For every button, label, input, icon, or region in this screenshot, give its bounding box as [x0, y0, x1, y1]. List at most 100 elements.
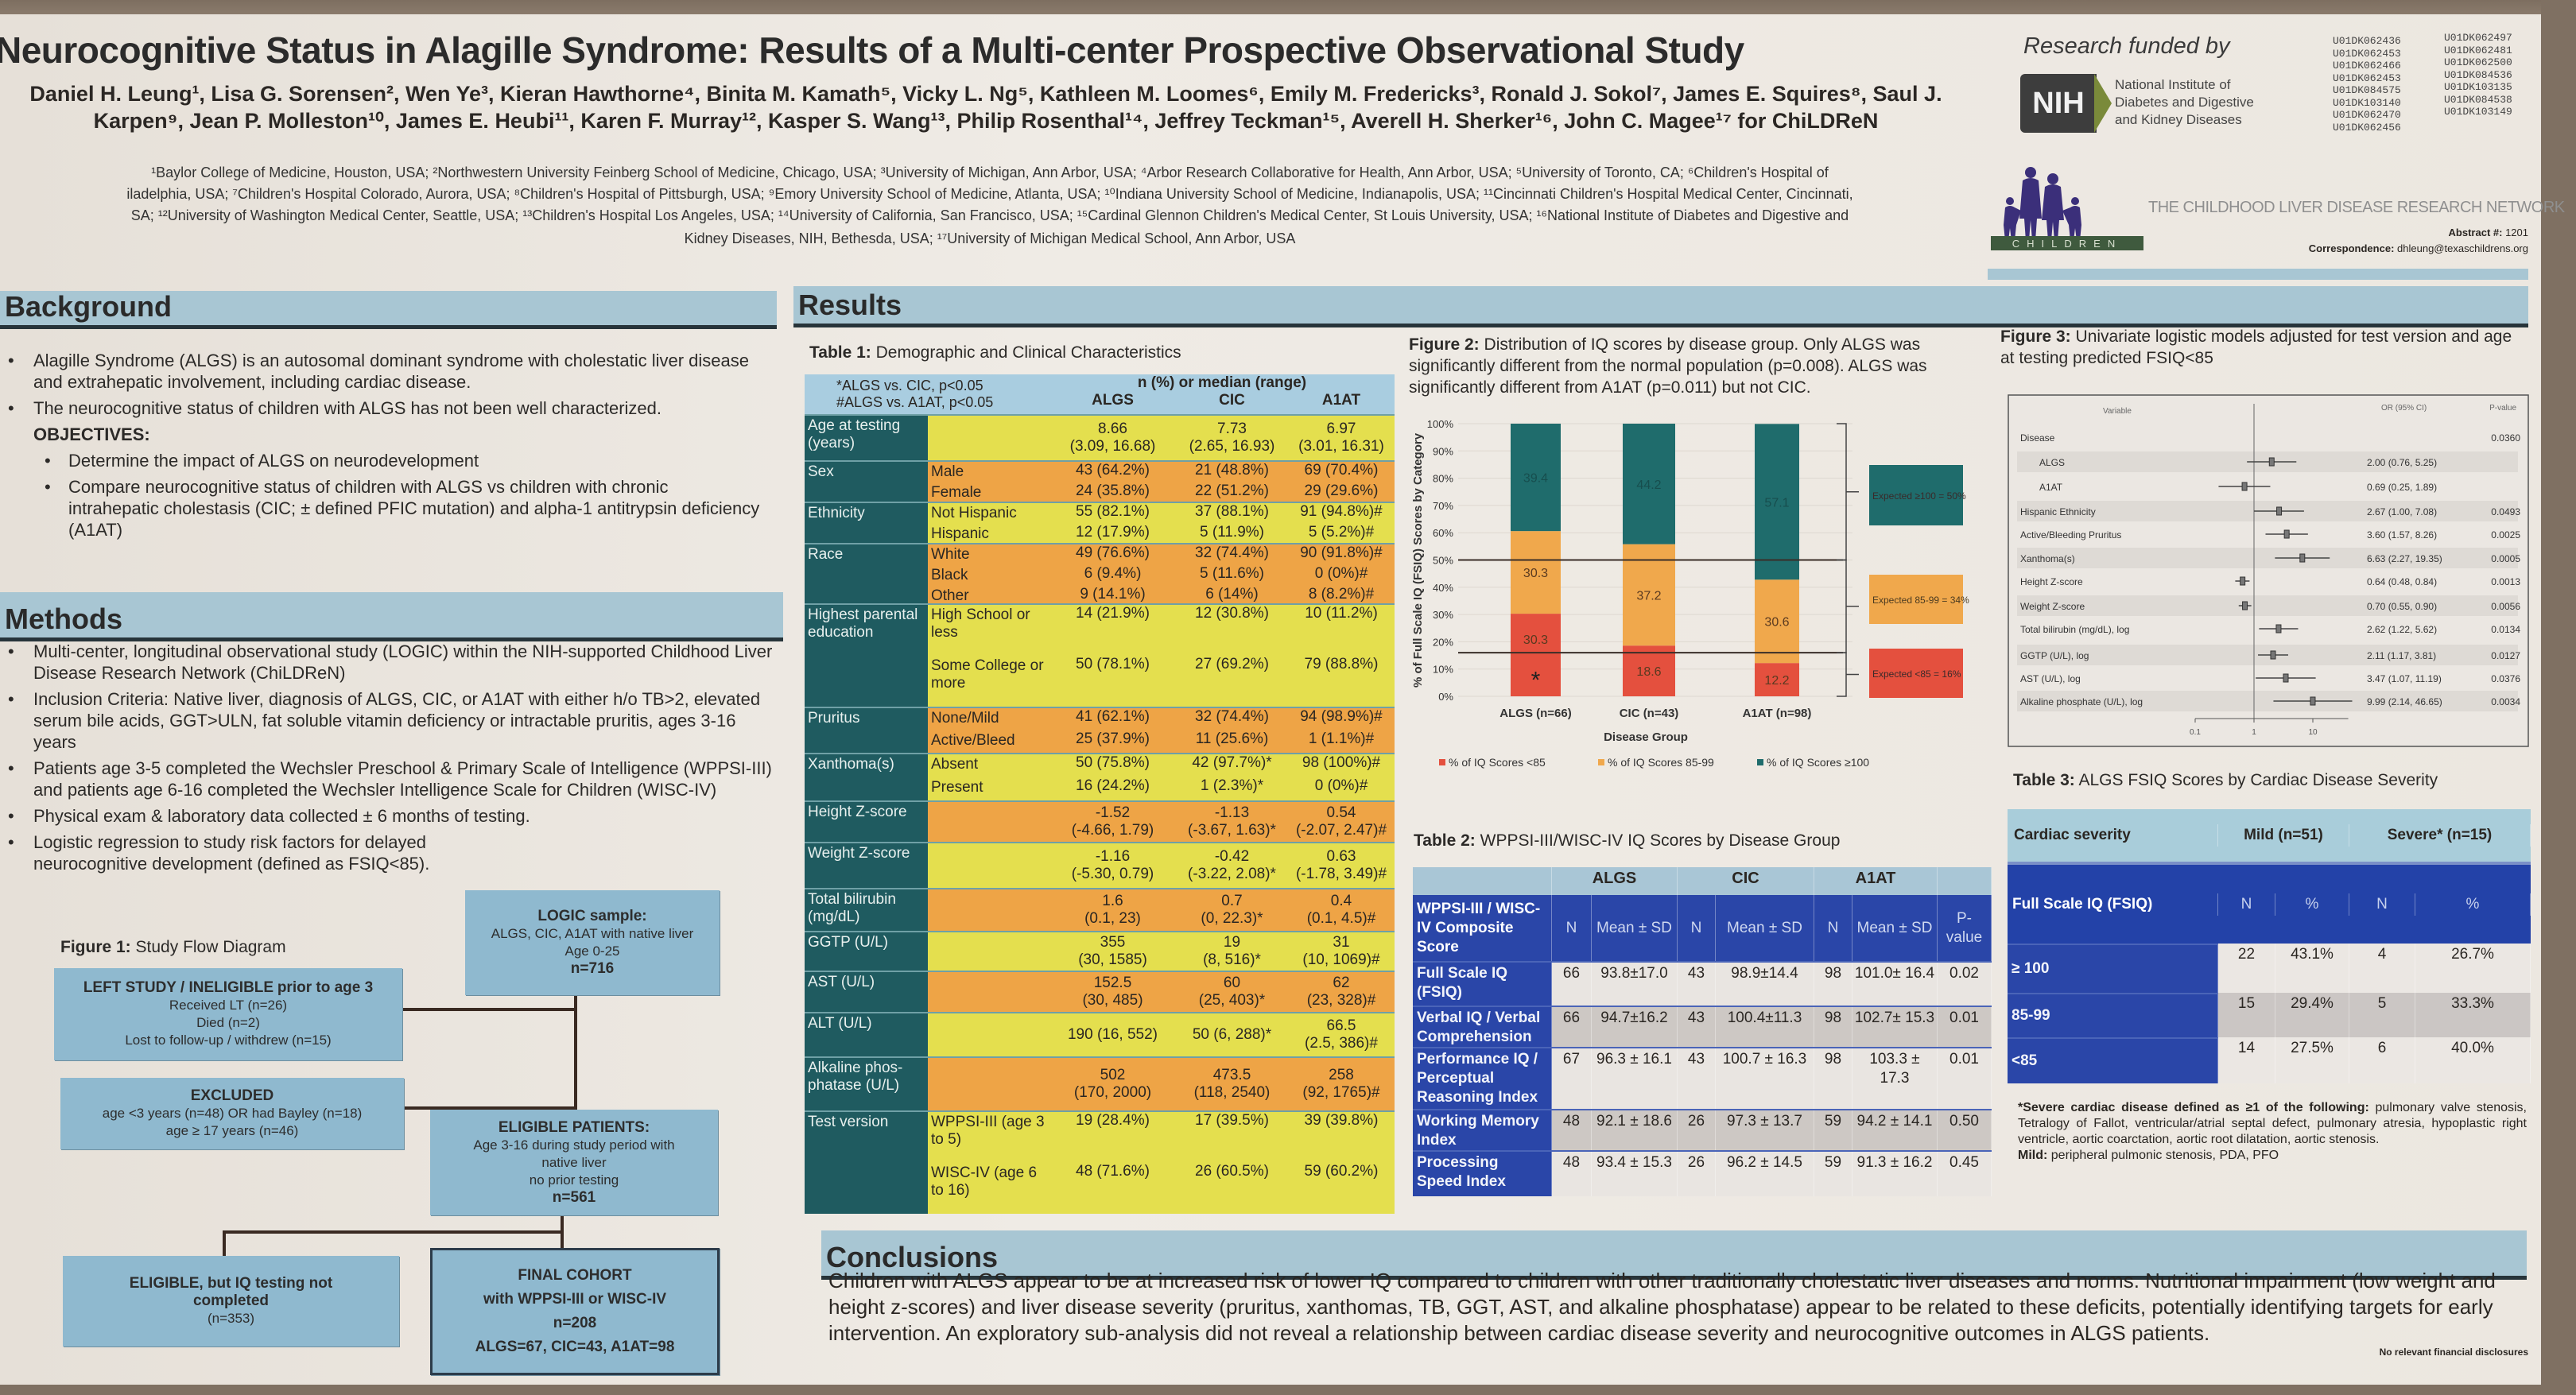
header-variable: Variable [2103, 407, 2132, 416]
table-cell: 26.7% [2415, 944, 2531, 993]
table-row: Working Memory Index 48 92.1 ± 18.6 26 97.3 … [1413, 1109, 1992, 1150]
table-row: Not Hispanic 55 (82.1%) 37 (88.1%) 91 (94.8… [928, 503, 1395, 524]
flow-box-eligible: ELIGIBLE PATIENTS: Age 3-16 during study… [430, 1110, 718, 1215]
table-cell: 0.7 (0, 22.3)* [1201, 893, 1263, 927]
table-cell: -1.16 (-5.30, 0.79) [1071, 848, 1154, 882]
or-value: 9.99 (2.14, 46.65) [2367, 696, 2442, 707]
column-header: N [1552, 895, 1592, 961]
caption-text: WPPSI-III/WISC-IV IQ Scores by Disease G… [1480, 831, 1841, 850]
authors-line: Karpen⁹, Jean P. Molleston¹⁰, James E. H… [93, 109, 1879, 133]
box-line: with WPPSI-III or WISC-IV [483, 1291, 667, 1308]
childrens-network-logo: CHILDREN [1991, 167, 2143, 250]
variable-label: AST (U/L), log [2020, 673, 2081, 684]
table-cell: 190 (16, 552) [1067, 1026, 1158, 1043]
caption-text: Demographic and Clinical Characteristics [875, 343, 1181, 362]
table-cell: 41 (62.1%) [1076, 708, 1150, 725]
grant-number: U01DK062470 [2333, 109, 2401, 121]
table-cell: 152.5 (30, 485) [1082, 975, 1143, 1009]
table-cell: 26 [1678, 1110, 1716, 1150]
table-cell: 42 (97.7%)* [1192, 754, 1272, 771]
point-estimate [2283, 529, 2290, 539]
category-label: CIC (n=43) [1620, 707, 1679, 720]
table-cell: 0.02 [1938, 963, 1992, 1006]
table-row: Performance IQ / Perceptual Reasoning In… [1413, 1047, 1992, 1109]
affiliations-line: SA; ¹²University of Washington Medical C… [130, 207, 1849, 223]
or-value: 3.47 (1.07, 11.19) [2367, 673, 2442, 684]
caption-bold: Figure 3: [2000, 327, 2071, 346]
table-cell: 1.6 (0.1, 23) [1084, 893, 1141, 927]
row-sublabel: None/Mild [931, 710, 999, 727]
row-sublabel: Female [931, 484, 982, 501]
correspondence-label: Correspondence: [2308, 242, 2395, 254]
table-cell: 40.0% [2415, 1037, 2531, 1083]
table-cell: 66 [1552, 1007, 1592, 1047]
table-cell: 12 (17.9%) [1076, 524, 1150, 541]
header-divider [1988, 269, 2528, 280]
table-cell: 6 (14%) [1205, 586, 1259, 603]
nih-chevron-icon [2094, 74, 2112, 133]
row-label: Highest parental education [805, 605, 928, 707]
variable-label: A1AT [2039, 482, 2063, 493]
table-row: 152.5 (30, 485) 60 (25, 403)* 62 (23, 328)… [928, 972, 1395, 1012]
row-sublabel: Absent [931, 756, 979, 773]
grant-number: U01DK062456 [2333, 121, 2401, 134]
y-axis-title: % of Full Scale IQ (FSIQ) Scores by Cate… [1411, 432, 1425, 688]
variable-label: Total bilirubin (mg/dL), log [2020, 624, 2129, 635]
point-estimate [2268, 457, 2275, 467]
row-label: Sex [805, 462, 928, 502]
row-sublabel: Black [931, 567, 968, 583]
table3-caption: Table 3: ALGS FSIQ Scores by Cardiac Dis… [2013, 771, 2438, 790]
row-band [2017, 691, 2518, 711]
y-tick-label: 30% [1433, 609, 1453, 621]
box-line: native liver [541, 1154, 607, 1170]
column-header: Mean ± SD [1592, 895, 1678, 961]
variable-label: Height Z-score [2020, 576, 2083, 587]
row-label: 85-99 [2008, 993, 2218, 1037]
table-cell: 48 [1552, 1152, 1592, 1196]
table-row-group: Xanthoma(s) Absent 50 (75.8%) 42 (97.7%)* 98… [805, 753, 1395, 800]
row-values: None/Mild 41 (62.1%) 32 (74.4%) 94 (98.9%)#… [928, 708, 1395, 753]
table-row-group: Age at testing (years) 8.66 (3.09, 16.68)… [805, 414, 1395, 460]
header-p: P-value [2489, 404, 2516, 413]
p-value: 0.0025 [2491, 529, 2520, 541]
table-row: White 49 (76.6%) 32 (74.4%) 90 (91.8%)# [928, 544, 1395, 565]
table-cell: 97.3 ± 13.7 [1716, 1110, 1814, 1150]
table-row-group: Height Z-score -1.52 (-4.66, 1.79) -1.13 (… [805, 800, 1395, 842]
p-value: 0.0034 [2491, 696, 2520, 707]
wall-background [2541, 0, 2576, 1395]
y-tick-label: 60% [1433, 527, 1453, 539]
table-cell: 6.97 (3.01, 16.31) [1298, 420, 1384, 455]
grant-number: U01DK084538 [2444, 93, 2512, 106]
row-label: Weight Z-score [805, 843, 928, 888]
row-values: -1.16 (-5.30, 0.79) -0.42 (-3.22, 2.08)* 0… [928, 843, 1395, 888]
table-cell: 101.0± 16.4 [1852, 963, 1938, 1006]
row-label: Xanthoma(s) [805, 754, 928, 800]
row-label: Full Scale IQ (FSIQ) [1413, 963, 1552, 1006]
row-values: 8.66 (3.09, 16.68) 7.73 (2.65, 16.93) 6.97… [928, 416, 1395, 460]
table-row: 85-99 15 29.4% 5 33.3% [2008, 993, 2531, 1037]
legend-swatch [1598, 759, 1604, 765]
methods-bullet: Logistic regression to study risk factor… [0, 831, 445, 874]
flow-box-left-study: LEFT STUDY / INELIGIBLE prior to age 3 R… [54, 968, 402, 1060]
table-cell: 94 (98.9%)# [1300, 708, 1383, 725]
table-row-group: AST (U/L) 152.5 (30, 485) 60 (25, 403)* 62 … [805, 971, 1395, 1012]
table-cell: 31 (10, 1069)# [1302, 934, 1380, 968]
box-line: Age 0-25 [564, 944, 620, 959]
row-values: 355 (30, 1585) 19 (8, 516)* 31 (10, 1069)# [928, 932, 1395, 971]
row-values: Not Hispanic 55 (82.1%) 37 (88.1%) 91 (94.8… [928, 503, 1395, 543]
table-cell: 39 (39.8%) [1304, 1112, 1379, 1129]
or-value: 3.60 (1.57, 8.26) [2367, 529, 2437, 541]
figure1-caption: Figure 1: Study Flow Diagram [60, 938, 286, 957]
p-value: 0.0376 [2491, 673, 2520, 684]
table-cell: 6 (9.4%) [1084, 565, 1142, 582]
point-estimate [2242, 601, 2248, 610]
table-cell: 43 [1678, 963, 1716, 1006]
table-cell: 94.2 ± 14.1 [1852, 1110, 1938, 1150]
row-sublabel [928, 864, 1051, 867]
methods-heading: Methods [0, 592, 783, 641]
flow-connector [574, 994, 577, 1110]
table-cell: 59 (60.2%) [1304, 1163, 1379, 1180]
p-value: 0.0013 [2491, 576, 2520, 587]
table-cell: 43.1% [2275, 944, 2349, 993]
grant-number: U01DK084536 [2444, 68, 2512, 81]
